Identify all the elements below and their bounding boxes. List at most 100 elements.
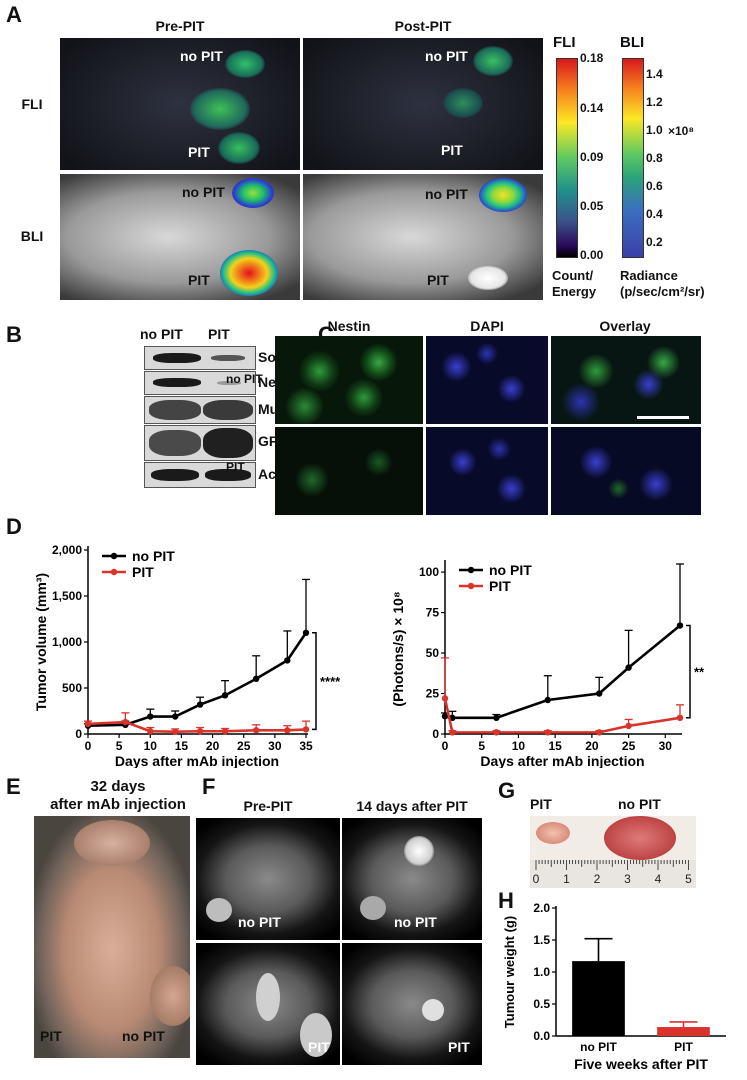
data-point: [302, 629, 310, 636]
bli-tick-6: 0.2: [646, 235, 663, 249]
y-axis-label: (Photons/s) × 10⁸: [390, 591, 406, 706]
f-label-4: PIT: [448, 1039, 470, 1055]
series-line-pit: [87, 720, 307, 734]
wb-blot-musashi: [144, 396, 256, 424]
panel-label-h: H: [498, 888, 514, 913]
micro-overlay-pit: [551, 427, 701, 515]
fli-tick-3: 0.05: [580, 199, 604, 213]
x-tick-label: 5: [478, 739, 485, 753]
y-tick-label: 75: [426, 606, 440, 620]
data-point: [284, 727, 291, 734]
y-tick-label: 1,500: [52, 589, 82, 603]
series-line-pit: [443, 698, 681, 734]
bli-tick-5: 0.4: [646, 207, 663, 221]
data-point: [493, 729, 500, 736]
g-label-no-pit: no PIT: [618, 796, 661, 812]
f-label-3: PIT: [308, 1039, 330, 1055]
bli-pre-label-pit: PIT: [188, 272, 210, 288]
fli-unit-2: Energy: [552, 284, 597, 299]
e-label-pit: PIT: [40, 1028, 62, 1044]
legend-label: PIT: [489, 578, 511, 594]
significance-bracket: [686, 624, 691, 719]
ruler-number: 3: [624, 872, 631, 886]
g-label-pit: PIT: [530, 796, 552, 812]
data-point: [252, 675, 260, 682]
x-axis-label: Five weeks after PIT: [574, 1056, 708, 1072]
y-tick-label: 25: [426, 687, 440, 701]
data-point: [147, 728, 154, 735]
significance-bracket: [312, 632, 317, 731]
bli-tick-4: 0.6: [646, 179, 663, 193]
x-tick-label: 15: [175, 739, 189, 753]
panel-label-g: G: [498, 778, 516, 803]
legend-label: no PIT: [132, 548, 175, 564]
a-row-bli: BLI: [20, 228, 44, 244]
a-row-fli: FLI: [21, 96, 43, 112]
y-tick-label: 1,000: [52, 635, 82, 649]
bli-multiplier: ×10⁸: [668, 124, 695, 138]
e-label-no-pit: no PIT: [122, 1028, 165, 1044]
wb-header-no-pit: no PIT: [140, 326, 183, 342]
x-tick-label: 25: [622, 739, 636, 753]
fli-post-image: no PIT PIT: [303, 38, 543, 170]
wb-blot-sox2: [144, 346, 256, 370]
fli-tick-2: 0.09: [580, 150, 604, 164]
fli-post-label-pit: PIT: [441, 142, 463, 158]
f-label-2: no PIT: [394, 914, 437, 930]
data-point: [676, 714, 684, 722]
c-row-pit: PIT: [226, 460, 245, 474]
y-axis-label: Tumor volume (mm³): [33, 573, 49, 711]
data-point: [196, 728, 204, 735]
micro-nestin-pit: [275, 427, 423, 515]
x-axis-label: Days after mAb injection: [480, 753, 644, 768]
fli-colorbar: [556, 58, 578, 258]
mri-post-upper: no PIT: [342, 818, 482, 940]
tumor-no-pit: [604, 816, 676, 860]
bli-tick-3: 0.8: [646, 151, 663, 165]
chart-tumour-weight: 0.0 0.5 1.0 1.5 2.0 no PIT PIT Five weeks after…: [502, 901, 726, 1072]
data-point: [625, 722, 632, 730]
y-tick-label: 0: [432, 727, 439, 741]
y-tick-label: 2,000: [52, 543, 82, 557]
e-title-2: after mAb injection: [50, 796, 186, 813]
data-point: [596, 690, 603, 697]
data-point: [284, 657, 291, 664]
fli-tick-4: 0.00: [580, 248, 604, 262]
bli-tick-2: 1.0: [646, 123, 663, 137]
ruler-number: 1: [563, 872, 570, 886]
significance-label: **: [694, 665, 705, 680]
data-point: [84, 720, 92, 728]
data-point: [221, 728, 229, 735]
x-tick-label: no PIT: [580, 1040, 617, 1054]
ruler-number: 5: [685, 872, 692, 886]
data-point: [252, 727, 260, 734]
tumor-photo: 0 1 2 3 4 5: [530, 816, 696, 888]
fli-pre-label-pit: PIT: [188, 144, 210, 160]
y-tick-label: 1.5: [533, 933, 550, 947]
y-tick-label: 50: [426, 646, 440, 660]
data-point: [172, 728, 179, 735]
legend-label: PIT: [132, 564, 154, 580]
bar-no-pit: [572, 961, 625, 1036]
series-line-no-pit: [444, 624, 681, 720]
bli-post-image: no PIT PIT: [303, 174, 543, 300]
y-tick-label: 0: [75, 727, 82, 741]
c-row-no-pit: no PIT: [226, 372, 263, 386]
fli-unit-1: Count/: [552, 268, 594, 283]
legend-label: no PIT: [489, 562, 532, 578]
data-point: [449, 729, 456, 736]
panel-label-b: B: [6, 322, 22, 347]
ruler: 0 1 2 3 4 5: [530, 860, 696, 888]
panel-label-d: D: [6, 514, 22, 539]
micro-nestin-no-pit: [275, 336, 423, 424]
data-point: [544, 729, 552, 736]
chart-h: 0.0 0.5 1.0 1.5 2.0 no PIT PIT Five weeks after…: [502, 901, 726, 1072]
micro-dapi-no-pit: [426, 336, 548, 424]
x-tick-label: 5: [116, 739, 123, 753]
y-axis-label: Tumour weight (g): [502, 916, 517, 1028]
bli-unit-1: Radiance: [620, 268, 678, 283]
panel-label-f: F: [202, 774, 216, 799]
x-tick-label: 25: [237, 739, 251, 753]
fli-tick-1: 0.14: [580, 101, 604, 115]
